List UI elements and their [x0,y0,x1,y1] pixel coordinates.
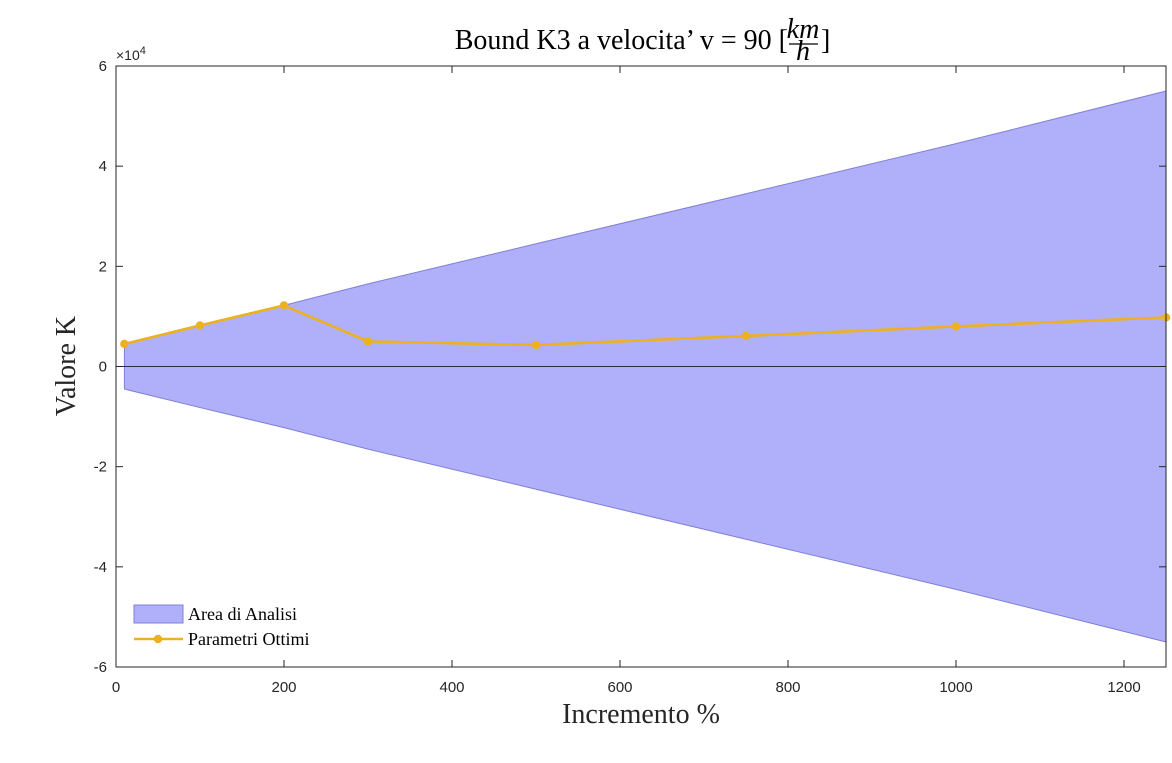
y-tick-label: -2 [94,459,107,476]
optimal-point [951,322,961,331]
y-multiplier: ×104 [116,45,146,63]
x-tick-label: 800 [775,679,800,696]
x-tick-label: 200 [271,679,296,696]
y-multiplier-base: ×10 [116,47,140,63]
chart-title-main: Bound K3 a velocita’ v = 90 [ [455,25,788,56]
optimal-point [741,331,751,341]
x-tick-label: 400 [439,679,464,696]
x-tick-label: 1000 [939,679,972,696]
y-tick-label: 2 [99,258,107,275]
y-tick-label: 6 [99,58,107,75]
x-tick-label: 1200 [1107,679,1140,696]
chart-title-close: ] [821,25,830,56]
optimal-point [363,337,373,346]
plot-area [115,65,1171,668]
optimal-point [195,321,205,330]
chart-title-fraction-denominator: h [796,36,810,67]
optimal-point [279,301,289,310]
y-tick-label: 4 [99,158,107,175]
y-axis-label: Valore K [51,316,82,416]
y-tick-label: -4 [94,559,107,576]
y-axis: -6 -4 -2 0 2 4 6 [94,58,1166,676]
legend-label-line: Parametri Ottimi [188,629,309,649]
y-tick-label: -6 [94,659,107,676]
optimal-point [531,340,541,350]
x-tick-label: 0 [112,679,120,696]
x-axis: 0 200 400 600 800 1000 1200 [112,66,1141,696]
chart-title: Bound K3 a velocita’ v = 90 [ km h ] [455,14,831,67]
legend-swatch-area [133,604,184,624]
optimal-parameters-points [120,301,1171,350]
y-multiplier-exponent: 4 [140,45,146,57]
optimal-parameters-line [124,304,1167,347]
x-axis-label: Incremento % [562,699,720,730]
legend: Area di Analisi Parametri Ottimi [133,604,309,649]
legend-swatch-marker [153,634,163,644]
optimal-point [120,339,129,349]
chart-title-fraction-numerator: km [787,14,820,45]
y-tick-label: 0 [99,359,107,376]
x-tick-label: 600 [607,679,632,696]
legend-label-area: Area di Analisi [188,604,297,624]
